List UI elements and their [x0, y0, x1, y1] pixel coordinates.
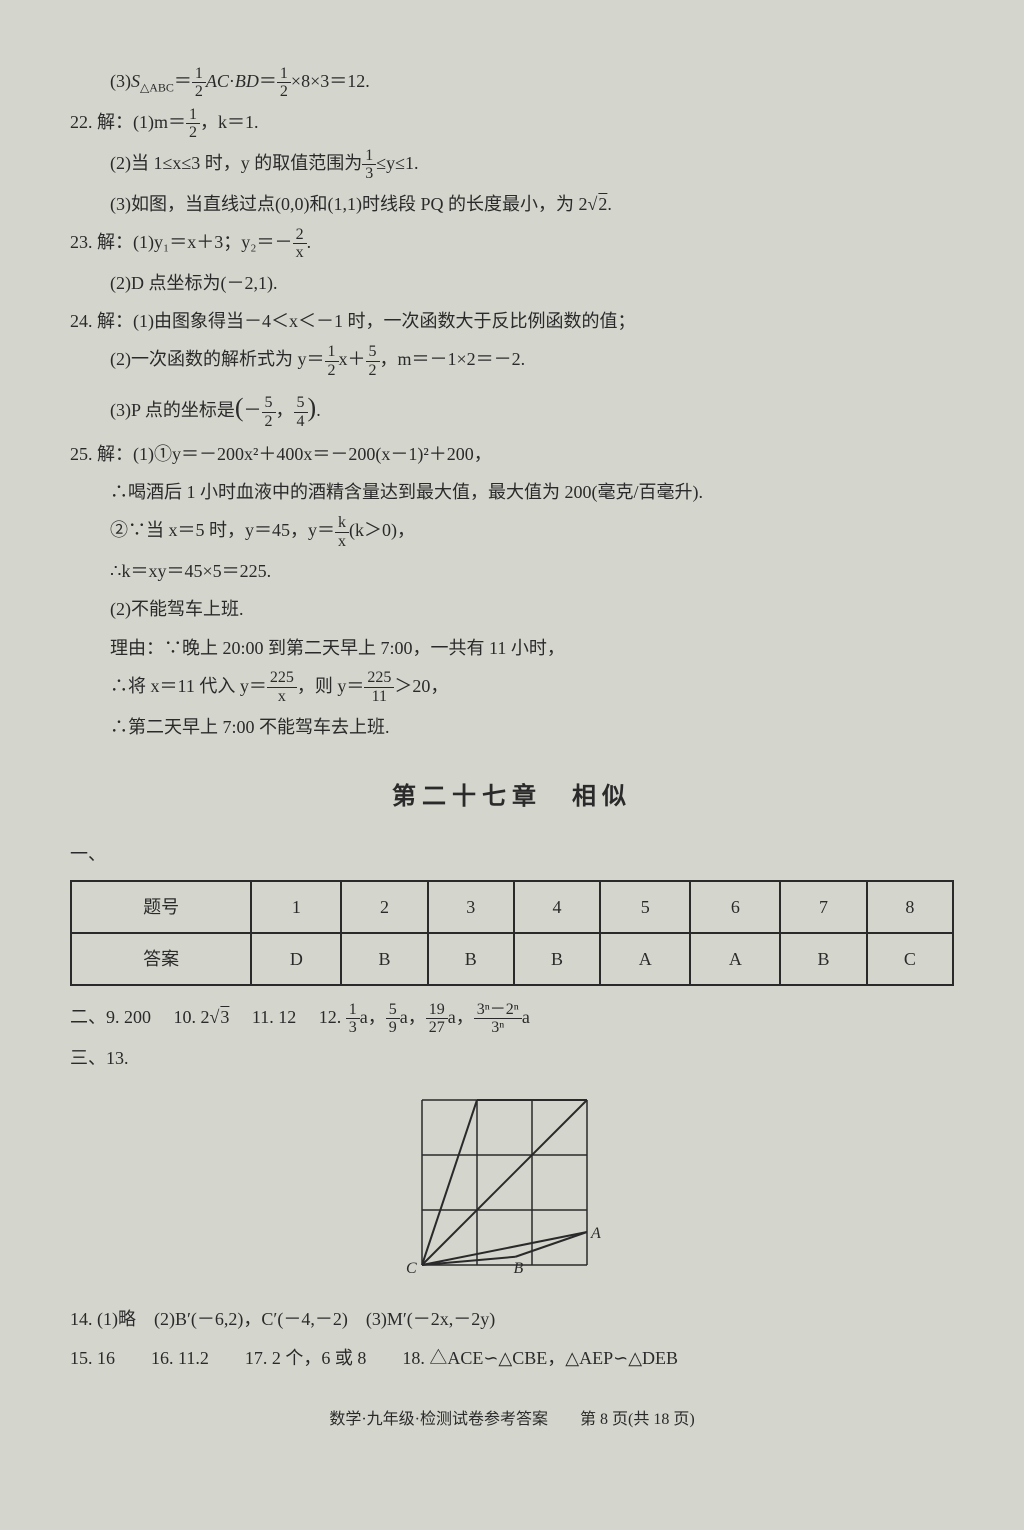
ans: B: [341, 933, 427, 985]
half: 12: [192, 65, 206, 101]
ans: B: [780, 933, 866, 985]
col: 7: [780, 881, 866, 933]
col: 6: [690, 881, 780, 933]
q21-part3: (3)S△ABC＝12AC·BD＝12×8×3＝12.: [70, 64, 954, 101]
svg-text:B: B: [514, 1260, 524, 1277]
answer-label: 答案: [71, 933, 251, 985]
col: 4: [514, 881, 600, 933]
col: 5: [600, 881, 690, 933]
q22-l1: 22. 解：(1)m＝12，k＝1.: [70, 105, 954, 142]
table-row: 题号 1 2 3 4 5 6 7 8: [71, 881, 953, 933]
answer-table: 题号 1 2 3 4 5 6 7 8 答案 D B B B A A B C: [70, 880, 954, 986]
section-2: 二、9. 200 10. 2√3 11. 12 12. 13a，59a，1927…: [70, 1000, 954, 1037]
q25-l4: (2)不能驾车上班.: [70, 592, 954, 626]
ans: B: [514, 933, 600, 985]
ans: A: [690, 933, 780, 985]
col: 1: [251, 881, 341, 933]
q25-l2: ②∵当 x＝5 时，y＝45，y＝kx(k＞0)，: [70, 513, 954, 550]
page-footer: 数学·九年级·检测试卷参考答案 第 8 页(共 18 页): [70, 1405, 954, 1435]
table-row: 答案 D B B B A A B C: [71, 933, 953, 985]
half2: 12: [277, 65, 291, 101]
col: 3: [428, 881, 514, 933]
grid-diagram: A B C: [402, 1085, 622, 1285]
chapter-title: 第二十七章 相似: [70, 774, 954, 820]
svg-text:A: A: [590, 1225, 601, 1242]
q23-l2: (2)D 点坐标为(－2,1).: [70, 266, 954, 300]
q25-l3: ∴k＝xy＝45×5＝225.: [70, 554, 954, 588]
q25-l1b: ∴喝酒后 1 小时血液中的酒精含量达到最大值，最大值为 200(毫克/百毫升).: [70, 475, 954, 509]
q22-l3: (3)如图，当直线过点(0,0)和(1,1)时线段 PQ 的长度最小，为 2√2…: [70, 187, 954, 221]
q13-diagram: A B C: [70, 1085, 954, 1296]
header-label: 题号: [71, 881, 251, 933]
col: 2: [341, 881, 427, 933]
col: 8: [867, 881, 953, 933]
ans: B: [428, 933, 514, 985]
q25-l1: 25. 解：(1)①y＝－200x²＋400x＝－200(x－1)²＋200，: [70, 437, 954, 471]
section-3: 三、13.: [70, 1041, 954, 1075]
q15-18: 15. 16 16. 11.2 17. 2 个，6 或 8 18. △ACE∽△…: [70, 1341, 954, 1375]
q24-l3: (3)P 点的坐标是(－52，54).: [70, 383, 954, 432]
section-1: 一、: [70, 837, 954, 871]
tri: △ABC: [140, 81, 174, 95]
ans: A: [600, 933, 690, 985]
q25-l6: ∴将 x＝11 代入 y＝225x，则 y＝22511＞20，: [70, 669, 954, 706]
label: (3): [110, 71, 131, 91]
q22-l2: (2)当 1≤x≤3 时，y 的取值范围为13≤y≤1.: [70, 146, 954, 183]
ans: C: [867, 933, 953, 985]
q23-l1: 23. 解：(1)y₁＝x＋3；y₂＝－2x.: [70, 225, 954, 262]
S: S: [131, 71, 140, 91]
q14: 14. (1)略 (2)B′(－6,2)，C′(－4,－2) (3)M′(－2x…: [70, 1302, 954, 1336]
q24-l2: (2)一次函数的解析式为 y＝12x＋52，m＝－1×2＝－2.: [70, 342, 954, 379]
q25-l7: ∴第二天早上 7:00 不能驾车去上班.: [70, 710, 954, 744]
svg-text:C: C: [406, 1260, 417, 1277]
ans: D: [251, 933, 341, 985]
ac: AC: [206, 71, 229, 91]
bd: BD: [235, 71, 259, 91]
q24-l1: 24. 解：(1)由图象得当－4＜x＜－1 时，一次函数大于反比例函数的值；: [70, 304, 954, 338]
q25-l5: 理由：∵晚上 20:00 到第二天早上 7:00，一共有 11 小时，: [70, 631, 954, 665]
